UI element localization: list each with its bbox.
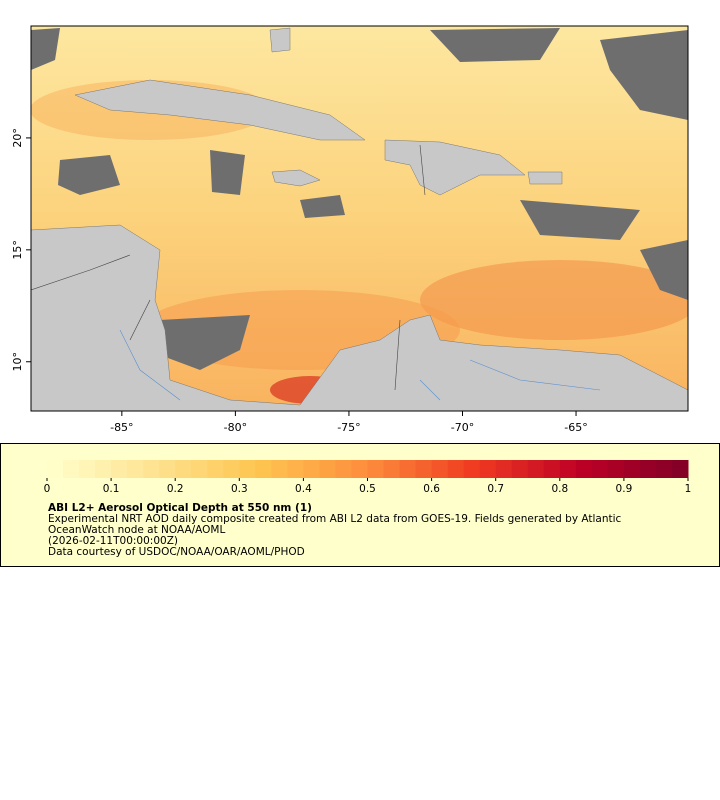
colorbar-tick-label: 0.1 <box>103 483 120 495</box>
colorbar-cell <box>495 460 513 478</box>
colorbar-cell <box>575 460 593 478</box>
colorbar-cell <box>255 460 272 478</box>
colorbar-tick-label: 0.7 <box>487 483 504 495</box>
colorbar-cell <box>47 460 64 478</box>
map-area <box>31 26 688 411</box>
land <box>31 27 688 411</box>
colorbar-cell <box>303 460 320 478</box>
colorbar-cell <box>335 460 352 478</box>
colorbar-cell <box>655 460 673 478</box>
colorbar-tick-label: 0.6 <box>423 483 440 495</box>
colorbar-cell <box>415 460 433 478</box>
colorbar-cell <box>191 460 208 478</box>
colorbar-cell <box>223 460 240 478</box>
colorbar-cell <box>367 460 385 478</box>
colorbar-cell <box>175 460 192 478</box>
x-tick-label: -70° <box>451 421 474 434</box>
colorbar-tick-label: 0.5 <box>359 483 376 495</box>
y-tick-label: 15° <box>11 240 24 260</box>
colorbar-cell <box>511 460 529 478</box>
colorbar-cell <box>431 460 449 478</box>
colorbar-cell <box>143 460 160 478</box>
aod-high <box>420 260 688 340</box>
y-tick-label: 20° <box>11 128 24 148</box>
colorbar-cell <box>559 460 577 478</box>
colorbar-cell <box>479 460 497 478</box>
colorbar-cell <box>447 460 465 478</box>
rivers <box>119 329 601 401</box>
map-frame <box>30 25 689 412</box>
x-tick-label: -85° <box>110 421 133 434</box>
colorbar-cell <box>271 460 288 478</box>
colorbar-cell <box>527 460 545 478</box>
colorbar-tick-label: 0.9 <box>616 483 633 495</box>
x-tick-label: -80° <box>224 421 247 434</box>
legend-line: Data courtesy of USDOC/NOAA/OAR/AOML/PHO… <box>48 546 305 558</box>
colorbar-cell <box>351 460 368 478</box>
y-tick-label: 10° <box>11 352 24 372</box>
colorbar-tick-label: 0.3 <box>231 483 248 495</box>
colorbar-cell <box>63 460 80 478</box>
colorbar-cell <box>543 460 561 478</box>
colorbar-cell <box>607 460 625 478</box>
colorbar-cell <box>159 460 176 478</box>
legend-line: (2026-02-11T00:00:00Z) <box>48 535 178 547</box>
colorbar-cell <box>287 460 304 478</box>
colorbar-tick-label: 0.4 <box>295 483 312 495</box>
colorbar-cell <box>319 460 336 478</box>
colorbar-cell <box>95 460 112 478</box>
colorbar-cell <box>79 460 96 478</box>
colorbar-cell <box>463 460 481 478</box>
colorbar-cell <box>623 460 641 478</box>
colorbar-cell <box>239 460 256 478</box>
borders <box>31 144 426 391</box>
legend-title: ABI L2+ Aerosol Optical Depth at 550 nm … <box>48 502 312 514</box>
colorbar-cell <box>639 460 657 478</box>
colorbar-cell <box>127 460 144 478</box>
x-tick-label: -65° <box>564 421 587 434</box>
no-data <box>31 28 688 370</box>
legend-line: OceanWatch node at NOAA/AOML <box>48 524 225 536</box>
colorbar-tick-label: 0 <box>44 483 51 495</box>
colorbar-tick-label: 0.2 <box>167 483 184 495</box>
colorbar-cell <box>383 460 401 478</box>
colorbar-cell <box>671 460 689 478</box>
colorbar-cell <box>399 460 417 478</box>
colorbar-tick-label: 0.8 <box>551 483 568 495</box>
legend-line: Experimental NRT AOD daily composite cre… <box>48 513 622 525</box>
colorbar-cell <box>111 460 128 478</box>
colorbar-cell <box>591 460 609 478</box>
x-tick-label: -75° <box>337 421 360 434</box>
colorbar-tick-label: 1 <box>685 483 692 495</box>
colorbar-cell <box>207 460 224 478</box>
